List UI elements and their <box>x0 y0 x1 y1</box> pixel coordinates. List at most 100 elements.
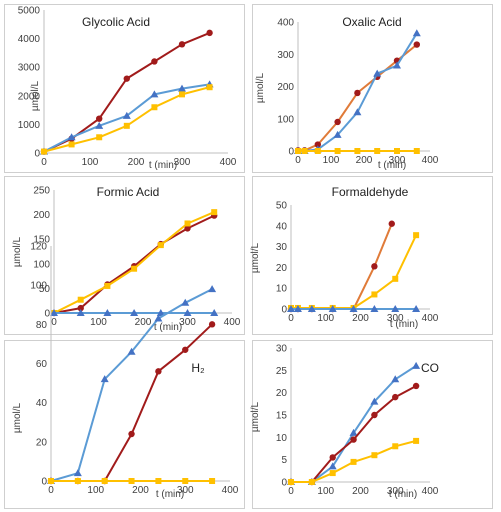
x-axis-label: t (min) <box>156 489 184 500</box>
y-tick-label: 20 <box>276 263 288 274</box>
data-point <box>123 122 130 129</box>
x-tick-label: 200 <box>132 485 149 496</box>
data-point <box>334 118 341 126</box>
chart-panel-2: 0 100 200 300 400 0 100 200 300 400 Oxalic Acid t (… <box>252 4 493 173</box>
x-axis-label: t (min) <box>149 160 177 171</box>
data-point <box>349 305 358 312</box>
chart-panel-6: 0 100 200 300 400 0 5 10 15 20 25 30 CO t (min) µmol/L <box>250 340 493 509</box>
y-tick-label: 0 <box>281 478 287 489</box>
data-point <box>77 296 84 303</box>
chart-panel-4: 0 100 200 300 400 0 10 20 30 40 50 Formaldehyde t (m… <box>250 176 493 335</box>
y-tick-label: 60 <box>36 359 48 370</box>
data-point <box>412 361 421 369</box>
x-axis-label: t (min) <box>389 489 417 500</box>
x-tick-label: 100 <box>87 485 104 496</box>
x-tick-label: 300 <box>389 155 406 166</box>
y-tick-label: 0 <box>41 477 47 488</box>
data-point <box>182 346 189 353</box>
x-tick-label: 200 <box>352 486 369 497</box>
data-point <box>96 134 103 141</box>
series-yellow <box>51 209 218 316</box>
y-tick-label: 100 <box>30 281 47 292</box>
data-point <box>127 347 136 355</box>
x-tick-label: 400 <box>222 485 239 496</box>
data-point <box>209 478 216 484</box>
y-tick-label: 200 <box>277 82 294 93</box>
y-tick-label: 0 <box>44 309 50 320</box>
data-point <box>128 478 135 484</box>
data-point <box>208 321 216 328</box>
data-point <box>103 309 112 316</box>
data-point <box>157 242 164 249</box>
data-point <box>123 75 130 82</box>
y-tick-label: 100 <box>33 259 50 270</box>
data-point <box>393 61 401 69</box>
data-point <box>288 479 294 485</box>
data-point <box>388 220 395 227</box>
x-tick-label: 0 <box>41 157 47 168</box>
y-axis-label: µmol/L <box>30 80 41 111</box>
data-point <box>328 305 337 312</box>
data-point <box>392 443 399 450</box>
y-axis-label: µmol/L <box>12 236 23 267</box>
panel-frame <box>4 176 245 335</box>
y-axis-label: µmol/L <box>250 401 261 432</box>
y-tick-label: 30 <box>276 344 288 355</box>
data-point <box>329 470 336 477</box>
data-point <box>101 478 108 484</box>
y-tick-label: 20 <box>36 437 48 448</box>
data-point <box>67 133 76 141</box>
data-point <box>371 291 378 298</box>
data-point <box>333 130 342 138</box>
y-tick-label: 2000 <box>18 91 41 102</box>
data-point <box>183 309 192 316</box>
data-point <box>96 115 103 122</box>
data-point <box>412 29 421 37</box>
data-point <box>156 309 165 316</box>
y-tick-label: 120 <box>30 242 47 253</box>
data-point <box>307 305 316 312</box>
x-axis-label: t (min) <box>378 160 406 171</box>
data-point <box>211 209 218 216</box>
data-point <box>350 458 357 465</box>
data-point <box>413 148 420 154</box>
data-point <box>412 382 420 390</box>
y-tick-label: 10 <box>276 284 288 295</box>
x-tick-label: 400 <box>422 313 439 324</box>
data-point <box>349 428 358 436</box>
data-point <box>50 309 58 316</box>
data-point <box>391 305 400 312</box>
data-point <box>392 393 399 401</box>
series-yellow <box>288 437 420 485</box>
series-blue <box>50 309 219 316</box>
y-tick-label: 40 <box>276 221 288 232</box>
data-point <box>353 108 362 116</box>
series-yellow <box>48 478 216 484</box>
data-point <box>287 305 295 312</box>
data-point <box>182 478 189 484</box>
x-tick-label: 200 <box>352 313 369 324</box>
y-tick-label: 50 <box>276 201 288 212</box>
y-tick-label: 100 <box>277 114 294 125</box>
series-yellow <box>41 84 213 155</box>
data-point <box>208 285 217 293</box>
data-point <box>373 69 382 77</box>
data-point <box>394 148 400 154</box>
data-point <box>392 275 399 282</box>
data-point <box>181 298 190 306</box>
data-point <box>74 478 81 484</box>
x-tick-label: 300 <box>387 313 404 324</box>
y-tick-label: 0 <box>288 147 294 158</box>
data-point <box>178 84 186 92</box>
data-point <box>41 148 47 155</box>
x-tick-label: 400 <box>422 155 439 166</box>
chart-title: H₂ <box>191 361 205 375</box>
y-tick-label: 3000 <box>18 63 41 74</box>
x-tick-label: 100 <box>90 317 107 328</box>
y-tick-label: 50 <box>39 284 51 295</box>
x-tick-label: 300 <box>174 157 191 168</box>
y-tick-label: 15 <box>276 411 288 422</box>
data-point <box>371 411 378 419</box>
data-point <box>328 462 337 470</box>
